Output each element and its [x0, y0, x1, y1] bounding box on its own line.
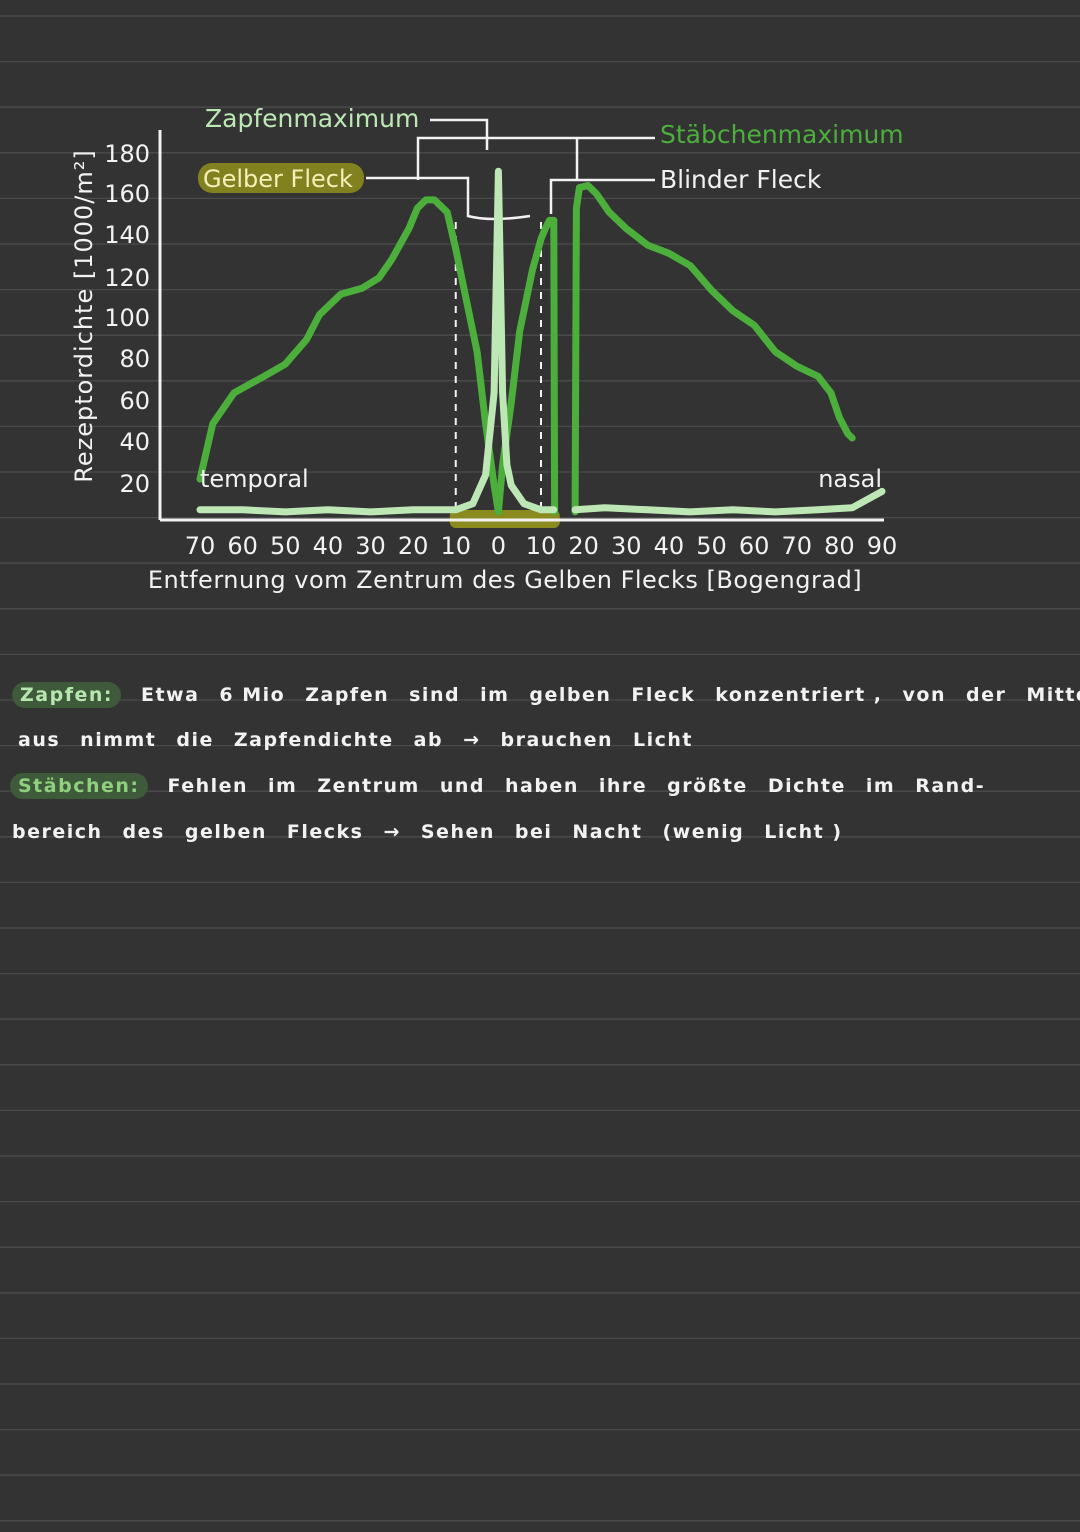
note-word: ihre	[598, 775, 648, 797]
note-word: Fleck	[631, 684, 696, 706]
x-tick-label: 50	[270, 532, 301, 560]
note-word: Nacht	[572, 821, 643, 843]
x-tick-label: 40	[313, 532, 344, 560]
note-word: im	[480, 684, 510, 706]
note-word: größte	[667, 775, 748, 797]
note-word: haben	[504, 775, 579, 797]
x-tick-label: 10	[440, 532, 471, 560]
note-word: der	[965, 684, 1007, 706]
x-tick-label: 30	[355, 532, 386, 560]
note-word: →	[383, 821, 401, 843]
x-tick-label: 0	[491, 532, 506, 560]
y-tick-label: 40	[119, 428, 150, 456]
y-tick-label: 80	[119, 345, 150, 373]
note-word: Etwa	[140, 684, 200, 706]
note-word: gelben	[184, 821, 267, 843]
rods-line-segment-0	[196, 196, 502, 516]
note-word: Dichte	[767, 775, 846, 797]
x-tick-label: 70	[185, 532, 216, 560]
note-word: des	[122, 821, 165, 843]
note-word: ab	[413, 729, 444, 751]
y-axis-label: Rezeptordichte [1000/m²]	[70, 149, 98, 483]
note-word: Flecks	[286, 821, 364, 843]
y-tick-label: 120	[104, 264, 150, 292]
note-word: und	[439, 775, 485, 797]
note-line-4: bereich des gelben Flecks → Sehen bei Nacht (wen…	[12, 815, 843, 849]
note-word: im	[268, 775, 298, 797]
note-word: Licht )	[764, 821, 843, 843]
cones-line-segment-0	[196, 167, 558, 516]
note-word: Zentrum	[317, 775, 420, 797]
x-axis-label: Entfernung vom Zentrum des Gelben Flecks…	[148, 566, 862, 594]
yellow-spot-bracket	[366, 176, 531, 221]
note-word: konzentriert ,	[715, 684, 883, 706]
receptor-density-chart: 70 60 50 40 30 20 10 0 10 20 30 40 50 60 70 80 902040608…	[70, 104, 904, 594]
y-tick-label: 60	[119, 387, 150, 415]
y-tick-label: 20	[119, 470, 150, 498]
cones-tag: Zapfen:	[12, 682, 121, 708]
note-word: brauchen	[500, 729, 614, 751]
x-tick-label: 50	[696, 532, 727, 560]
x-tick-label: 30	[611, 532, 642, 560]
note-word: Rand-	[915, 775, 986, 797]
note-word: Sehen	[420, 821, 495, 843]
note-word: Fehlen	[167, 775, 249, 797]
nasal-label: nasal	[818, 465, 882, 493]
yellow-spot-label: Gelber Fleck	[203, 165, 353, 193]
note-word: →	[463, 729, 481, 751]
cone-max-pointer	[430, 118, 489, 150]
note-word: (wenig	[662, 821, 745, 843]
note-word: im	[865, 775, 896, 797]
x-tick-label: 70	[781, 532, 812, 560]
blind-spot-label: Blinder Fleck	[660, 165, 822, 194]
x-tick-label: 20	[398, 532, 429, 560]
note-word: bei	[514, 821, 553, 843]
note-word: 6 Mio	[219, 684, 286, 706]
rods-line-segment-2	[550, 216, 559, 516]
note-word: die	[176, 729, 214, 751]
y-tick-label: 160	[104, 180, 150, 208]
x-tick-label: 40	[654, 532, 685, 560]
rod-max-label: Stäbchenmaximum	[660, 120, 904, 149]
note-word: gelben	[529, 684, 612, 706]
x-tick-label: 60	[227, 532, 258, 560]
y-tick-label: 100	[104, 304, 150, 332]
cone-max-label: Zapfenmaximum	[205, 104, 419, 133]
note-word: Zapfendichte	[233, 729, 394, 751]
x-tick-label: 80	[824, 532, 855, 560]
note-word: nimmt	[80, 729, 157, 751]
note-word: Zapfen	[305, 684, 390, 706]
note-word: sind	[409, 684, 461, 706]
yellow-spot-label-highlight	[198, 163, 364, 193]
note-word: Licht	[633, 729, 694, 751]
note-word: von	[902, 684, 946, 706]
note-word: Mitte	[1026, 684, 1080, 706]
rods-tag: Stäbchen:	[10, 773, 148, 799]
rods-line-segment-3	[571, 182, 856, 516]
cones-line-segment-1	[571, 487, 886, 516]
note-line-1: Zapfen: Etwa 6 Mio Zapfen sind im gelben Fleck…	[12, 678, 1080, 712]
rod-max-bracket	[416, 136, 655, 180]
y-tick-label: 180	[104, 140, 150, 168]
temporal-label: temporal	[200, 465, 309, 493]
note-word: aus	[18, 729, 61, 751]
x-tick-label: 60	[739, 532, 770, 560]
note-word: bereich	[12, 821, 103, 843]
x-tick-label: 20	[568, 532, 599, 560]
note-line-3: Stäbchen: Fehlen im Zentrum und haben ihre grö…	[10, 769, 985, 803]
blind-spot-pointer	[549, 178, 655, 214]
x-tick-label: 10	[526, 532, 557, 560]
y-tick-label: 140	[104, 221, 150, 249]
x-tick-label: 90	[867, 532, 898, 560]
note-line-2: aus nimmt die Zapfendichte ab → brauchen Licht	[18, 723, 693, 757]
